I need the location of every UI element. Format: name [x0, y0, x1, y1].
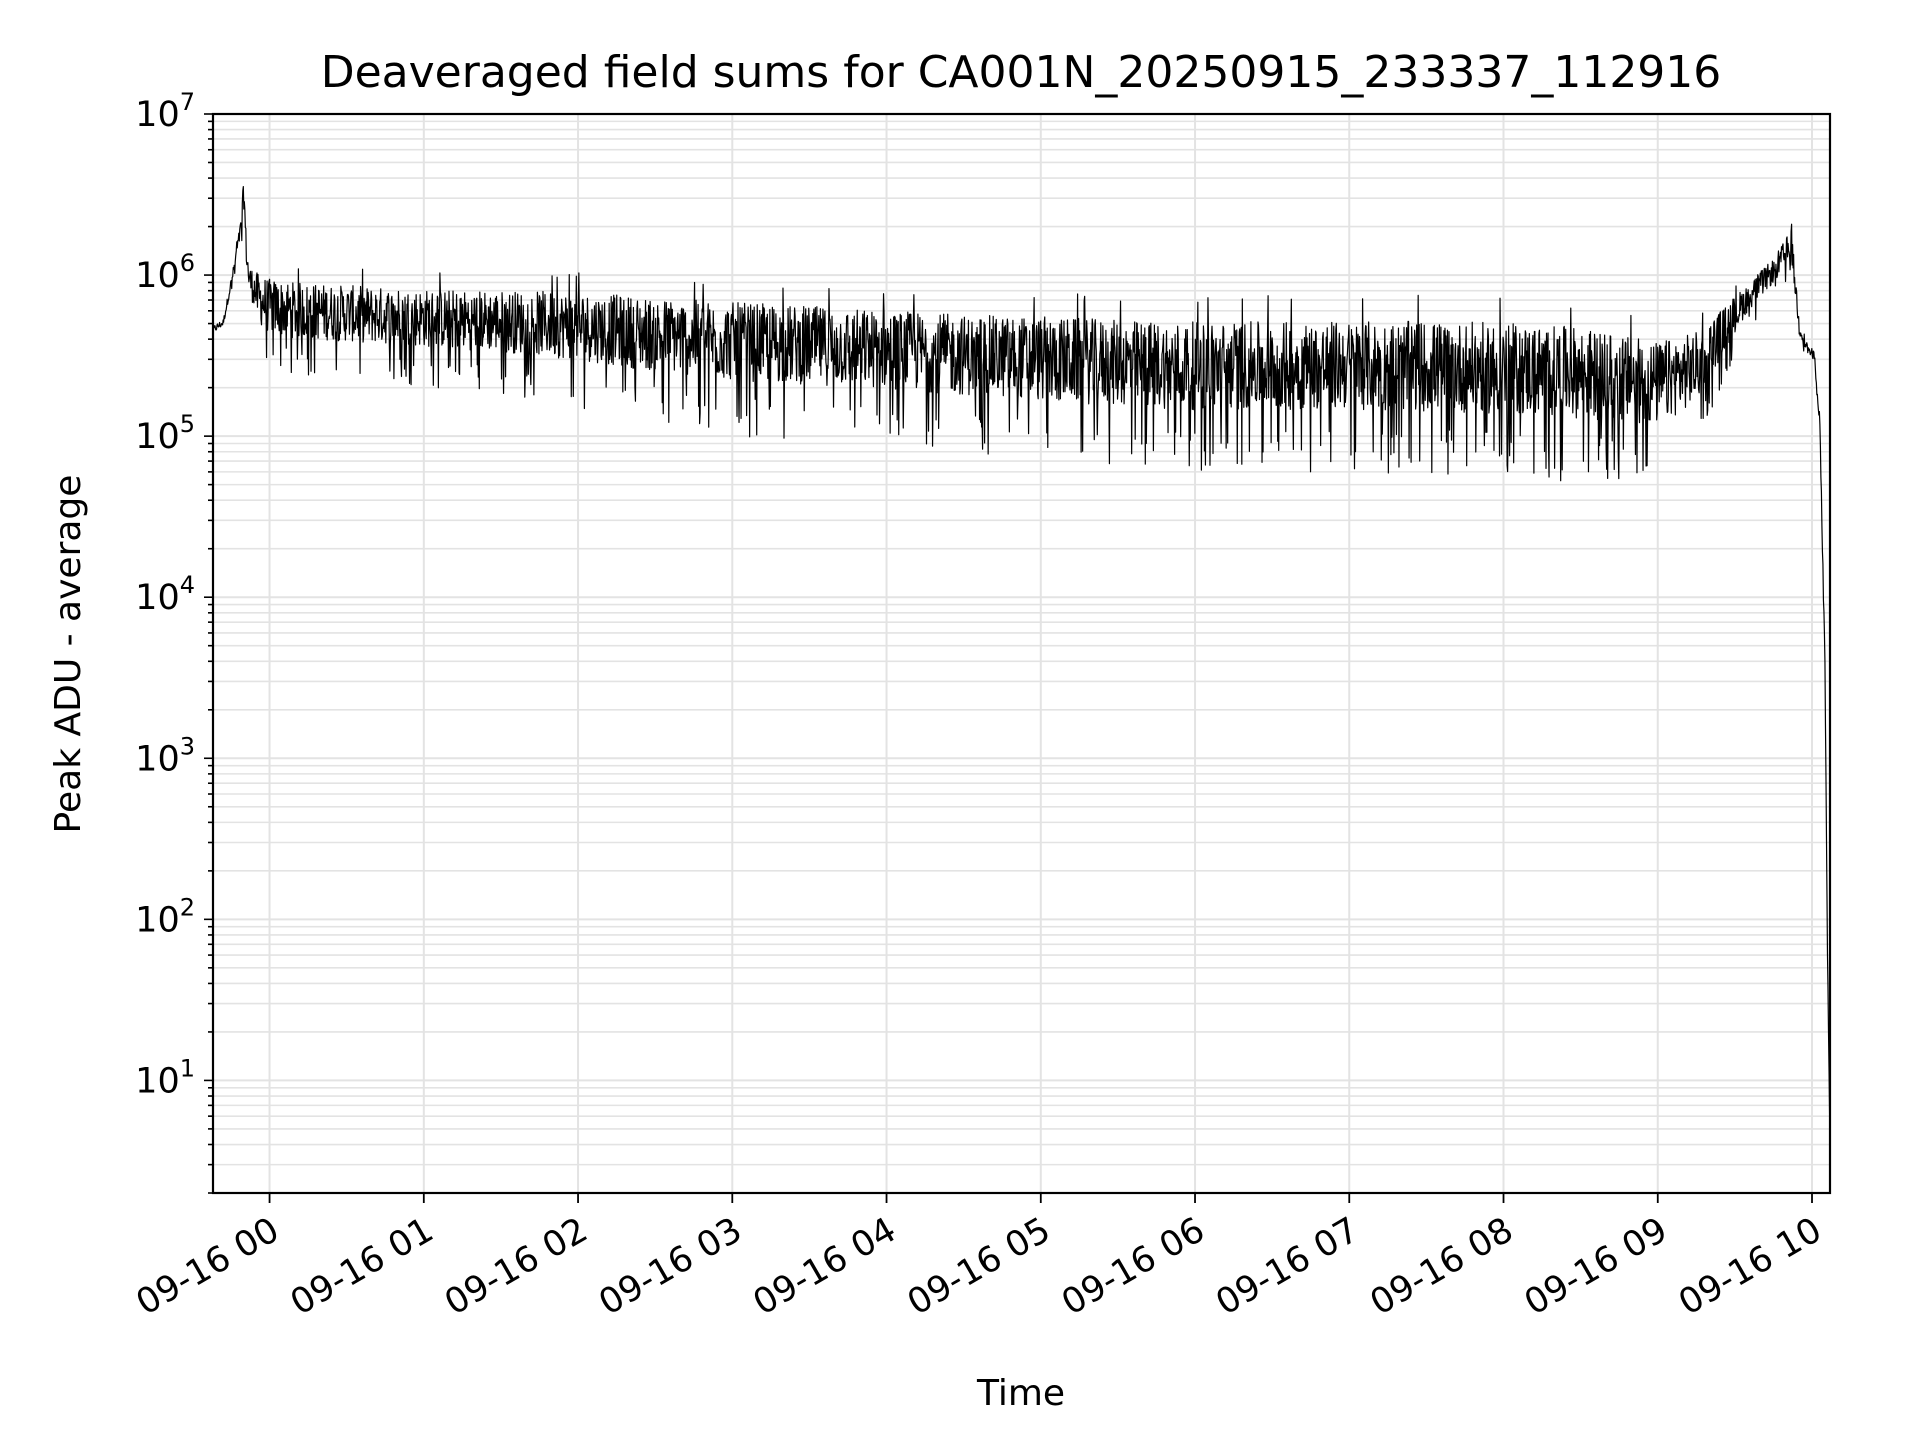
y-axis-label: Peak ADU - average	[48, 475, 89, 834]
chart-title: Deaveraged field sums for CA001N_2025091…	[321, 47, 1722, 98]
y-tick-label: 103	[135, 732, 195, 779]
y-tick-label: 101	[135, 1054, 195, 1101]
x-axis-label: Time	[976, 1373, 1065, 1414]
plot-area-frame	[211, 112, 1832, 1195]
y-tick-label: 107	[135, 88, 195, 135]
y-tick-label: 102	[135, 893, 195, 940]
y-tick-label: 104	[135, 571, 195, 618]
series-line	[212, 185, 1831, 1145]
data-series	[212, 185, 1831, 1145]
y-axis-ticks: 101 102 103 104 105 106 107	[135, 88, 213, 1194]
grid-lines	[213, 113, 1830, 1194]
y-tick-label: 105	[135, 410, 195, 457]
y-tick-label: 106	[135, 249, 195, 296]
